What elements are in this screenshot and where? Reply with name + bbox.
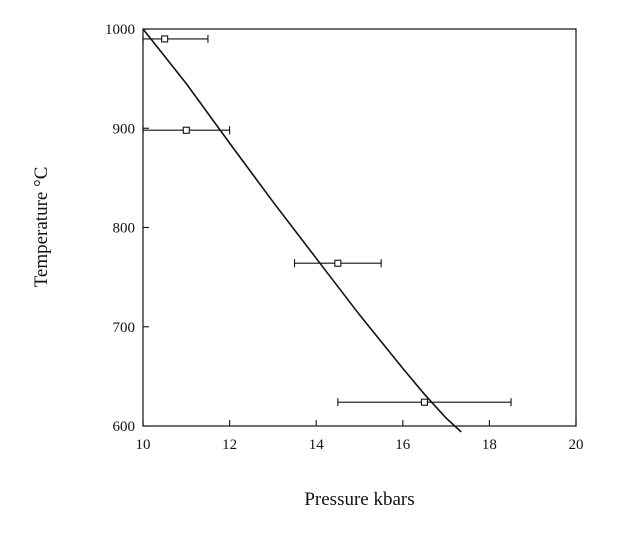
x-axis-title: Pressure kbars <box>304 489 414 510</box>
square-marker <box>161 35 169 43</box>
x-tick-label: 10 <box>136 437 151 453</box>
x-tick-label: 12 <box>222 437 237 453</box>
square-marker <box>420 398 429 406</box>
y-axis-ticks: 600 700 800 900 1000 <box>105 22 149 435</box>
curve-layer <box>142 28 462 433</box>
points-layer <box>142 34 512 407</box>
x-tick-label: 18 <box>482 437 497 453</box>
data-point <box>142 126 231 135</box>
x-tick-label: 16 <box>395 437 411 453</box>
data-point <box>293 259 382 268</box>
y-axis-title: Temperature °C <box>31 167 52 288</box>
plot-frame <box>142 28 577 427</box>
y-tick-label: 900 <box>113 121 136 137</box>
fit-curve <box>142 28 462 433</box>
x-tick-label: 14 <box>309 437 325 453</box>
y-tick-label: 700 <box>113 320 136 336</box>
square-marker <box>334 259 342 267</box>
x-axis-ticks: 10 12 14 16 18 20 <box>136 420 584 453</box>
x-tick-label: 20 <box>569 437 584 453</box>
square-marker <box>182 126 190 134</box>
data-point <box>142 34 209 43</box>
y-tick-label: 600 <box>113 419 136 435</box>
y-tick-label: 1000 <box>105 22 135 38</box>
data-point <box>337 398 512 407</box>
y-tick-label: 800 <box>113 221 136 237</box>
